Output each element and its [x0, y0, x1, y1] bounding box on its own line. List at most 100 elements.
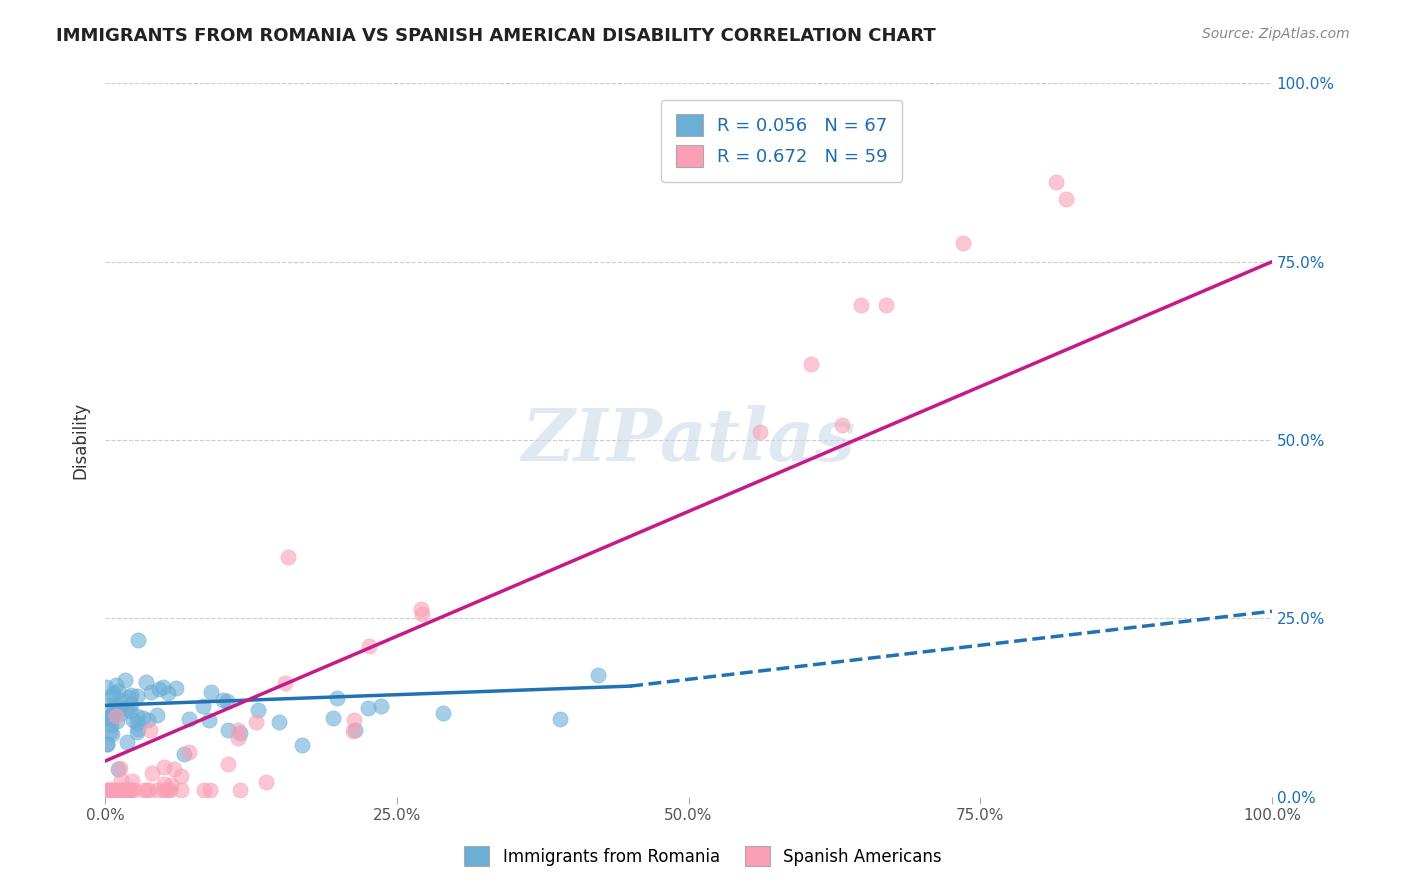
Point — [141, 765, 163, 780]
Point — [152, 782, 174, 797]
Point — [157, 782, 180, 797]
Point — [198, 713, 221, 727]
Point — [291, 738, 314, 752]
Text: IMMIGRANTS FROM ROMANIA VS SPANISH AMERICAN DISABILITY CORRELATION CHART: IMMIGRANTS FROM ROMANIA VS SPANISH AMERI… — [56, 27, 936, 45]
Point — [120, 705, 142, 719]
Point — [269, 714, 291, 729]
Point — [127, 708, 149, 723]
Point — [141, 685, 163, 699]
Point — [100, 718, 122, 732]
Point — [136, 782, 159, 797]
Point — [121, 774, 143, 789]
Point — [100, 724, 122, 739]
Point — [322, 711, 344, 725]
Point — [160, 778, 183, 792]
Point — [229, 782, 252, 797]
Point — [110, 782, 132, 797]
Point — [103, 782, 125, 797]
Point — [114, 673, 136, 687]
Point — [343, 713, 366, 727]
Point — [114, 701, 136, 715]
Point — [107, 699, 129, 714]
Point — [127, 725, 149, 739]
Point — [110, 782, 132, 797]
Point — [101, 782, 124, 797]
Point — [163, 762, 186, 776]
Point — [134, 782, 156, 797]
Point — [432, 706, 454, 720]
Point — [411, 607, 433, 621]
Point — [357, 639, 380, 653]
Point — [245, 715, 267, 730]
Point — [111, 782, 134, 797]
Point — [97, 782, 120, 797]
Point — [118, 782, 141, 797]
Point — [193, 782, 215, 797]
Point — [120, 688, 142, 702]
Point — [156, 686, 179, 700]
Point — [122, 782, 145, 797]
Point — [132, 711, 155, 725]
Point — [152, 680, 174, 694]
Point — [146, 708, 169, 723]
Point — [409, 601, 432, 615]
Y-axis label: Disability: Disability — [72, 401, 89, 479]
Point — [111, 692, 134, 706]
Point — [217, 694, 239, 708]
Point — [120, 698, 142, 712]
Point — [146, 782, 169, 797]
Point — [139, 723, 162, 737]
Point — [98, 712, 121, 726]
Point — [193, 699, 215, 714]
Point — [952, 236, 974, 251]
Point — [125, 716, 148, 731]
Text: Source: ZipAtlas.com: Source: ZipAtlas.com — [1202, 27, 1350, 41]
Point — [97, 698, 120, 713]
Point — [831, 417, 853, 432]
Point — [165, 681, 187, 695]
Point — [105, 709, 128, 723]
Point — [104, 678, 127, 692]
Point — [100, 690, 122, 704]
Point — [105, 698, 128, 712]
Point — [96, 737, 118, 751]
Point — [100, 782, 122, 797]
Point — [356, 701, 378, 715]
Point — [127, 689, 149, 703]
Point — [342, 724, 364, 739]
Point — [127, 632, 149, 647]
Point — [135, 675, 157, 690]
Point — [136, 714, 159, 728]
Point — [96, 738, 118, 752]
Point — [800, 357, 823, 371]
Point — [229, 726, 252, 740]
Point — [849, 298, 872, 312]
Point — [107, 684, 129, 698]
Point — [325, 691, 347, 706]
Point — [115, 735, 138, 749]
Point — [212, 692, 235, 706]
Point — [101, 711, 124, 725]
Point — [122, 713, 145, 727]
Point — [105, 714, 128, 728]
Point — [100, 782, 122, 797]
Point — [96, 782, 118, 797]
Legend: Immigrants from Romania, Spanish Americans: Immigrants from Romania, Spanish America… — [456, 838, 950, 875]
Point — [749, 425, 772, 439]
Point — [97, 710, 120, 724]
Point — [101, 727, 124, 741]
Text: ZIPatlas: ZIPatlas — [522, 405, 856, 475]
Point — [247, 703, 270, 717]
Point — [254, 775, 277, 789]
Point — [1045, 175, 1067, 189]
Point — [110, 706, 132, 721]
Point — [96, 711, 118, 725]
Point — [152, 760, 174, 774]
Point — [548, 712, 571, 726]
Point — [170, 769, 193, 783]
Point — [217, 723, 239, 737]
Point — [179, 712, 201, 726]
Point — [173, 747, 195, 762]
Point — [148, 682, 170, 697]
Point — [120, 782, 142, 797]
